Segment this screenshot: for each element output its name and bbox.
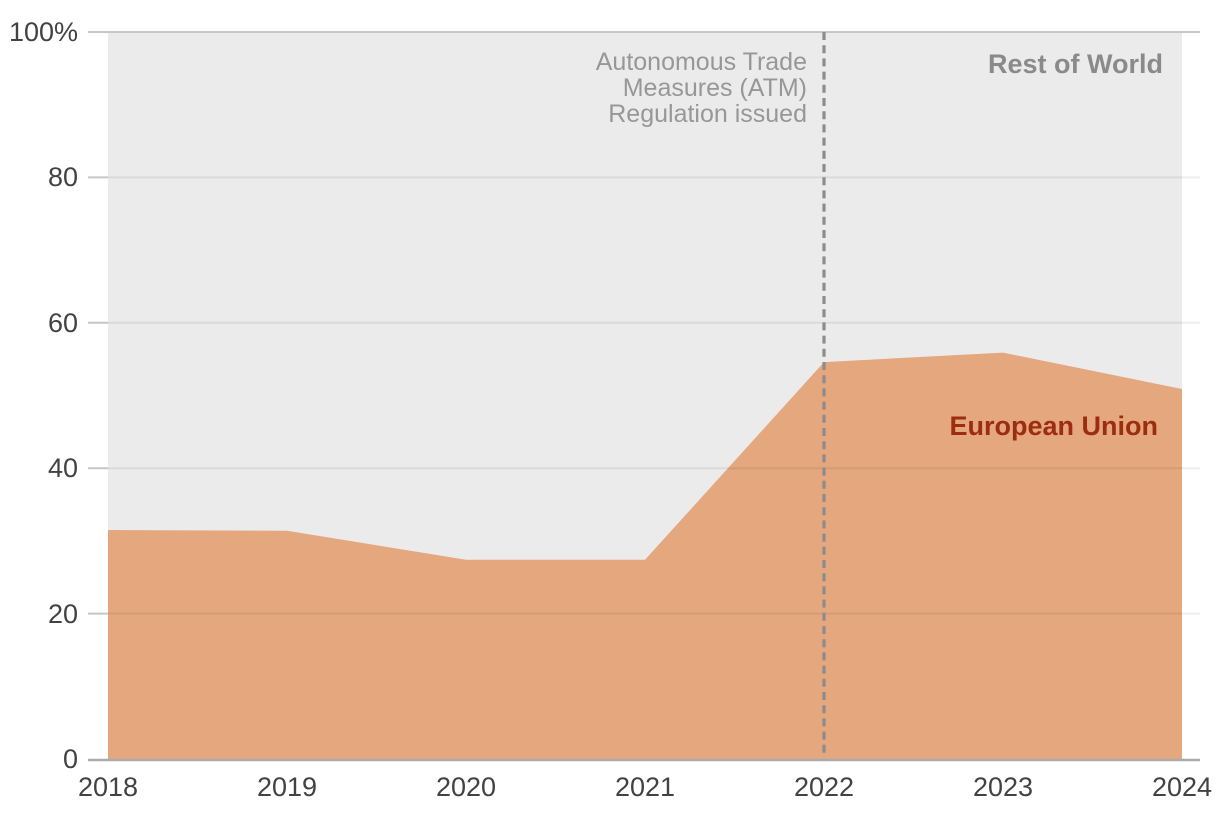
- x-tick-label: 2023: [972, 772, 1034, 802]
- y-tick-label: 80: [47, 162, 78, 193]
- european-union-area: [108, 352, 1182, 759]
- x-tick-label: 2018: [77, 772, 139, 802]
- y-tick-label: 100%: [8, 17, 78, 47]
- x-tick-label: 2019: [256, 772, 318, 802]
- gridlines: [88, 31, 1200, 615]
- x-tick-label: 2024: [1151, 772, 1213, 802]
- x-tick-label: 2020: [435, 772, 497, 802]
- atm-annotation: Autonomous Trade Measures (ATM) Regulati…: [595, 48, 807, 128]
- rest-of-world-label: Rest of World: [988, 49, 1163, 79]
- x-tick-label: 2022: [793, 772, 855, 802]
- y-tick-label: 40: [47, 453, 78, 484]
- x-tick-label: 2021: [614, 772, 676, 802]
- y-tick-label: 60: [47, 307, 78, 338]
- y-tick-label: 0: [62, 744, 78, 774]
- y-tick-label: 20: [47, 598, 78, 629]
- european-union-label: European Union: [949, 411, 1159, 441]
